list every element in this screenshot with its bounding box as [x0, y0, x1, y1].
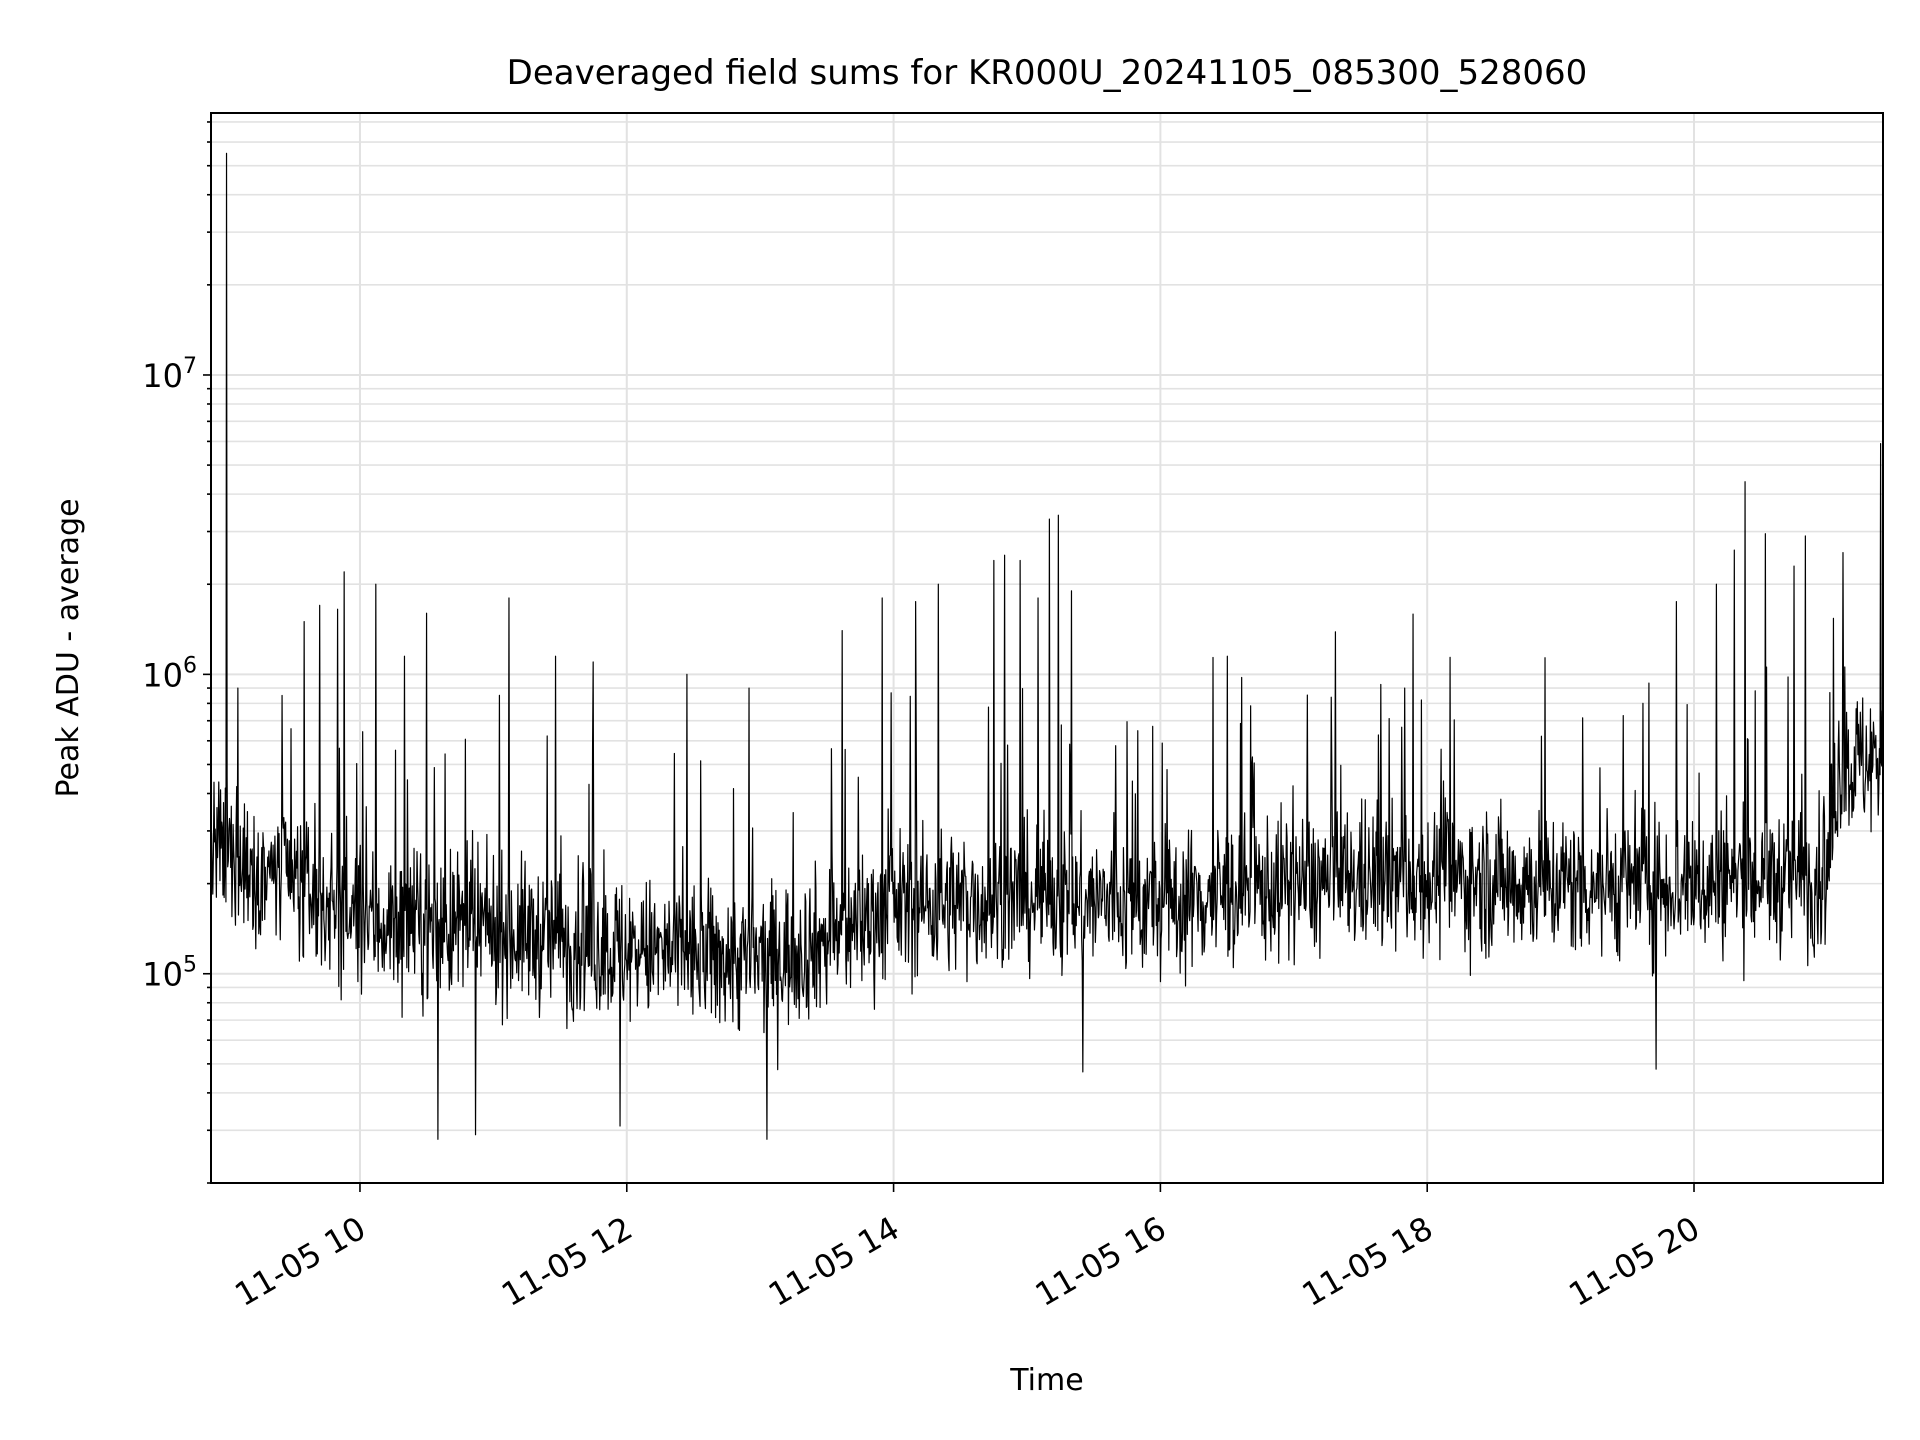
y-axis: 105 106 107	[142, 121, 211, 1184]
y-tick-label: 106	[142, 653, 197, 694]
x-axis-label: Time	[1009, 1363, 1083, 1398]
plot-frame	[210, 112, 1884, 1184]
series-path	[210, 152, 1884, 1140]
y-tick-label: 107	[142, 354, 197, 395]
series-line	[210, 152, 1884, 1140]
chart-title: Deaveraged field sums for KR000U_2024110…	[507, 53, 1588, 93]
y-axis-label: Peak ADU - average	[51, 498, 86, 797]
y-tick-label: 105	[142, 953, 197, 994]
